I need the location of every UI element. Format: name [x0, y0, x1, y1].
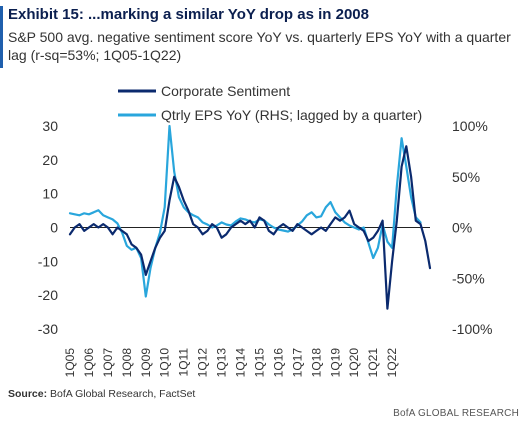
source-text: BofA Global Research, FactSet [50, 388, 196, 400]
exhibit-subtitle: S&P 500 avg. negative sentiment score Yo… [8, 29, 511, 63]
right-axis-tick-label: -50% [452, 270, 485, 286]
right-axis-tick-label: 50% [452, 169, 480, 185]
x-axis-tick-label: 1Q06 [82, 348, 96, 378]
x-axis-tick-label: 1Q08 [120, 348, 134, 378]
x-axis-tick-label: 1Q13 [215, 348, 229, 378]
exhibit-title: Exhibit 15: ...marking a similar YoY dro… [8, 6, 369, 23]
title-accent-bar [0, 6, 3, 68]
brand-footer: BofA GLOBAL RESEARCH [393, 408, 519, 419]
x-axis-tick-label: 1Q21 [366, 348, 380, 378]
x-axis-tick-label: 1Q22 [385, 348, 399, 378]
left-axis-tick-label: -20 [38, 287, 58, 303]
source-line: Source: BofA Global Research, FactSet [8, 388, 195, 400]
right-axis-tick-label: 100% [452, 118, 488, 134]
right-axis-tick-label: 0% [452, 220, 472, 236]
left-axis-tick-label: 0 [50, 220, 58, 236]
source-label: Source: [8, 388, 48, 400]
legend: Corporate Sentiment Qtrly EPS YoY (RHS; l… [118, 83, 422, 123]
x-axis-tick-label: 1Q18 [309, 348, 323, 378]
x-axis-tick-label: 1Q20 [347, 348, 361, 378]
series-lines [68, 124, 432, 310]
x-axis-tick-label: 1Q16 [271, 348, 285, 378]
x-axis-tick-label: 1Q17 [290, 348, 304, 378]
x-axis-tick-label: 1Q10 [158, 348, 172, 378]
x-axis-tick-label: 1Q14 [234, 348, 248, 378]
x-axis-tick-label: 1Q12 [196, 348, 210, 378]
x-axis-tick-label: 1Q05 [63, 348, 77, 378]
x-axis-tick-label: 1Q07 [101, 348, 115, 378]
legend-label-sentiment: Corporate Sentiment [161, 83, 290, 99]
x-axis-labels: 1Q05 1Q06 1Q07 1Q08 1Q09 1Q10 1Q11 1Q12 1Q13 1Q14… [63, 348, 399, 378]
left-axis-tick-label: -10 [38, 253, 58, 269]
x-axis-tick-label: 1Q15 [252, 348, 266, 378]
x-axis-tick-label: 1Q19 [328, 348, 342, 378]
series-line-corporate-sentiment [68, 145, 432, 310]
right-axis-labels: 100% 50% 0% -50% -100% [452, 118, 492, 337]
series-line-eps [68, 124, 422, 298]
left-axis-tick-label: 30 [42, 118, 58, 134]
x-axis-tick-label: 1Q11 [177, 348, 191, 377]
x-axis-tick-label: 1Q09 [139, 348, 153, 378]
right-axis-tick-label: -100% [452, 321, 492, 337]
left-axis-labels: 30 20 10 0 -10 -20 -30 [38, 118, 58, 337]
left-axis-tick-label: 10 [42, 186, 58, 202]
left-axis-tick-label: -30 [38, 321, 58, 337]
legend-label-eps: Qtrly EPS YoY (RHS; lagged by a quarter) [161, 107, 422, 123]
left-axis-tick-label: 20 [42, 152, 58, 168]
